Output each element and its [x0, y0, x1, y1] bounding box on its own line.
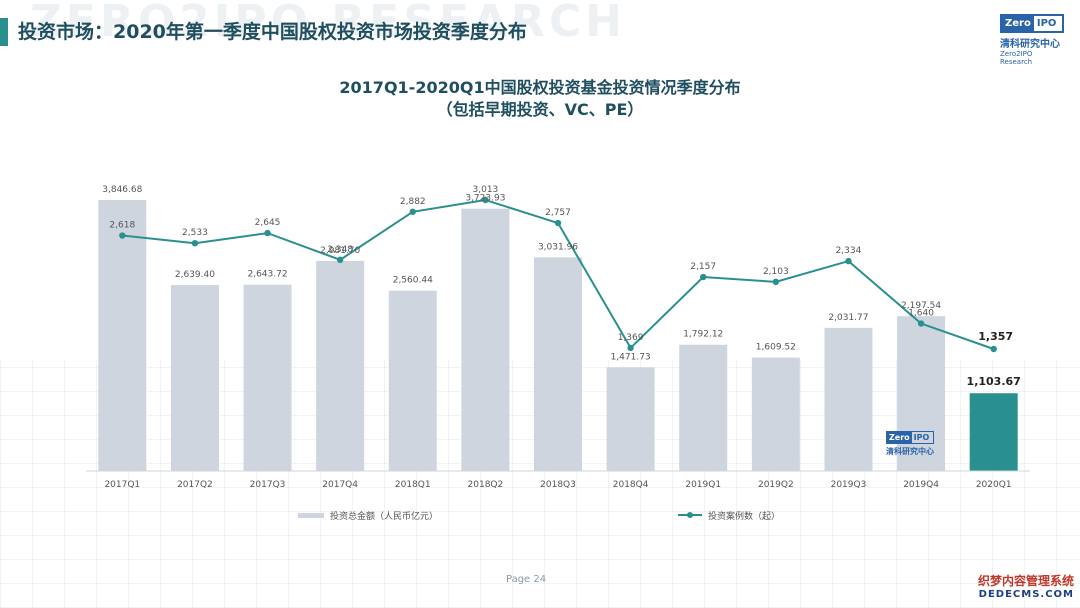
legend-bar-label: 投资总金额（人民币亿元） — [330, 510, 438, 522]
bar-2018Q3 — [534, 257, 582, 471]
line-point-2017Q1 — [119, 232, 126, 239]
bar-label-2017Q4: 2,981.70 — [320, 246, 360, 256]
line-label-2018Q4: 1,369 — [618, 333, 644, 343]
line-point-2020Q1 — [990, 345, 997, 353]
line-point-2018Q4 — [627, 344, 634, 352]
x-tick-2019Q3: 2019Q3 — [831, 480, 867, 490]
bar-2018Q2 — [461, 208, 510, 472]
line-label-2017Q4: 2,348 — [327, 245, 353, 255]
line-point-2018Q1 — [409, 208, 416, 215]
x-tick-2017Q2: 2017Q2 — [177, 480, 213, 490]
line-point-2017Q4 — [336, 256, 344, 264]
bar-2018Q1 — [388, 290, 437, 471]
line-label-2019Q4: 1,640 — [908, 309, 934, 319]
x-tick-2019Q4: 2019Q4 — [903, 480, 939, 490]
bar-2017Q1 — [98, 200, 147, 471]
logo-left-text: Zero — [1002, 16, 1034, 31]
bar-label-2019Q3: 2,031.77 — [828, 313, 868, 323]
logo-cn-text: 清科研究中心 — [1000, 39, 1060, 50]
zero2ipo-logo: Zero IPO 清科研究中心 Zero2IPO Research — [1000, 14, 1066, 66]
line-point-2018Q2 — [482, 196, 489, 204]
bar-label-2017Q3: 2,643.72 — [247, 270, 287, 280]
x-tick-2018Q2: 2018Q2 — [468, 480, 504, 490]
legend-line-marker — [687, 512, 693, 518]
logo-right-text: IPO — [1036, 18, 1057, 29]
in-chart-logo-right: IPO — [913, 433, 930, 442]
chart-title-line1: 2017Q1-2020Q1中国股权投资基金投资情况季度分布 — [339, 78, 741, 97]
legend-line-label: 投资案例数（起） — [708, 510, 780, 522]
in-chart-logo: Zero IPO 清科研究中心 — [884, 431, 936, 457]
header-accent-bar — [0, 18, 8, 46]
site-watermark: 织梦内容管理系统 DEDECMS.COM — [978, 572, 1074, 600]
line-label-2019Q1: 2,157 — [690, 262, 716, 272]
bar-label-2017Q1: 3,846.68 — [102, 185, 142, 195]
bar-2020Q1 — [969, 393, 1018, 471]
bar-label-2018Q3: 3,031.96 — [538, 242, 578, 252]
bar-label-2019Q1: 1,792.12 — [683, 330, 723, 340]
x-tick-2018Q4: 2018Q4 — [613, 480, 649, 490]
bar-2019Q2 — [751, 357, 800, 471]
bar-label-2020Q1: 1,103.67 — [967, 375, 1021, 388]
line-point-2019Q1 — [700, 273, 707, 281]
line-label-2019Q2: 2,103 — [763, 267, 789, 277]
x-tick-2018Q1: 2018Q1 — [395, 480, 431, 490]
line-label-2018Q1: 2,882 — [400, 197, 426, 207]
site-watermark-cn: 织梦内容管理系统 — [977, 574, 1074, 588]
page-title: 投资市场：2020年第一季度中国股权投资市场投资季度分布 — [18, 21, 527, 43]
line-point-2019Q4 — [917, 320, 925, 327]
bar-2019Q4 — [897, 316, 946, 471]
bar-label-2019Q4: 2,197.54 — [901, 301, 941, 311]
bar-label-2018Q2: 3,723.93 — [465, 194, 505, 204]
x-tick-2019Q1: 2019Q1 — [685, 480, 721, 490]
line-label-2017Q1: 2,618 — [109, 221, 135, 231]
line-point-2017Q3 — [264, 229, 271, 237]
line-label-2017Q3: 2,645 — [255, 218, 281, 228]
header-watermark: ZERO2IPO RESEARCH — [30, 0, 626, 47]
bar-label-2017Q2: 2,639.40 — [175, 270, 215, 280]
bar-2017Q2 — [170, 285, 219, 471]
x-tick-2017Q3: 2017Q3 — [250, 480, 286, 490]
site-watermark-en: DEDECMS.COM — [978, 589, 1074, 600]
line-point-2017Q2 — [191, 239, 199, 247]
in-chart-logo-mark: Zero IPO — [886, 431, 934, 444]
bar-2019Q1 — [679, 344, 728, 471]
line-point-2019Q3 — [845, 257, 852, 265]
line-label-2019Q3: 2,334 — [836, 246, 862, 256]
in-chart-logo-cn: 清科研究中心 — [886, 447, 934, 456]
line-label-2018Q3: 2,757 — [545, 208, 571, 218]
bar-2017Q3 — [243, 284, 292, 471]
page-number: Page 24 — [506, 574, 547, 585]
x-tick-2017Q4: 2017Q4 — [322, 480, 358, 490]
bar-2017Q4 — [316, 260, 365, 471]
x-tick-2019Q2: 2019Q2 — [758, 480, 794, 490]
in-chart-logo-left: Zero — [887, 432, 912, 443]
line-label-2018Q2: 3,013 — [473, 185, 499, 195]
line-label-2017Q2: 2,533 — [182, 228, 208, 238]
line-label-2020Q1: 1,357 — [978, 330, 1013, 343]
line-point-2018Q3 — [554, 219, 562, 227]
x-tick-2017Q1: 2017Q1 — [104, 480, 140, 490]
line-point-2019Q2 — [772, 278, 780, 286]
legend-bar-swatch — [298, 513, 324, 518]
chart-title-line2: （包括早期投资、VC、PE） — [436, 100, 644, 119]
logo-en-text: Zero2IPO Research — [1000, 50, 1033, 66]
x-tick-2020Q1: 2020Q1 — [976, 480, 1012, 490]
bar-label-2018Q1: 2,560.44 — [393, 276, 433, 286]
bar-2019Q3 — [824, 327, 873, 471]
x-tick-2018Q3: 2018Q3 — [540, 480, 576, 490]
logo-mark: Zero IPO — [1000, 14, 1064, 33]
bar-label-2019Q2: 1,609.52 — [756, 343, 796, 353]
bar-label-2018Q4: 1,471.73 — [611, 352, 651, 362]
bar-2018Q4 — [606, 367, 655, 471]
